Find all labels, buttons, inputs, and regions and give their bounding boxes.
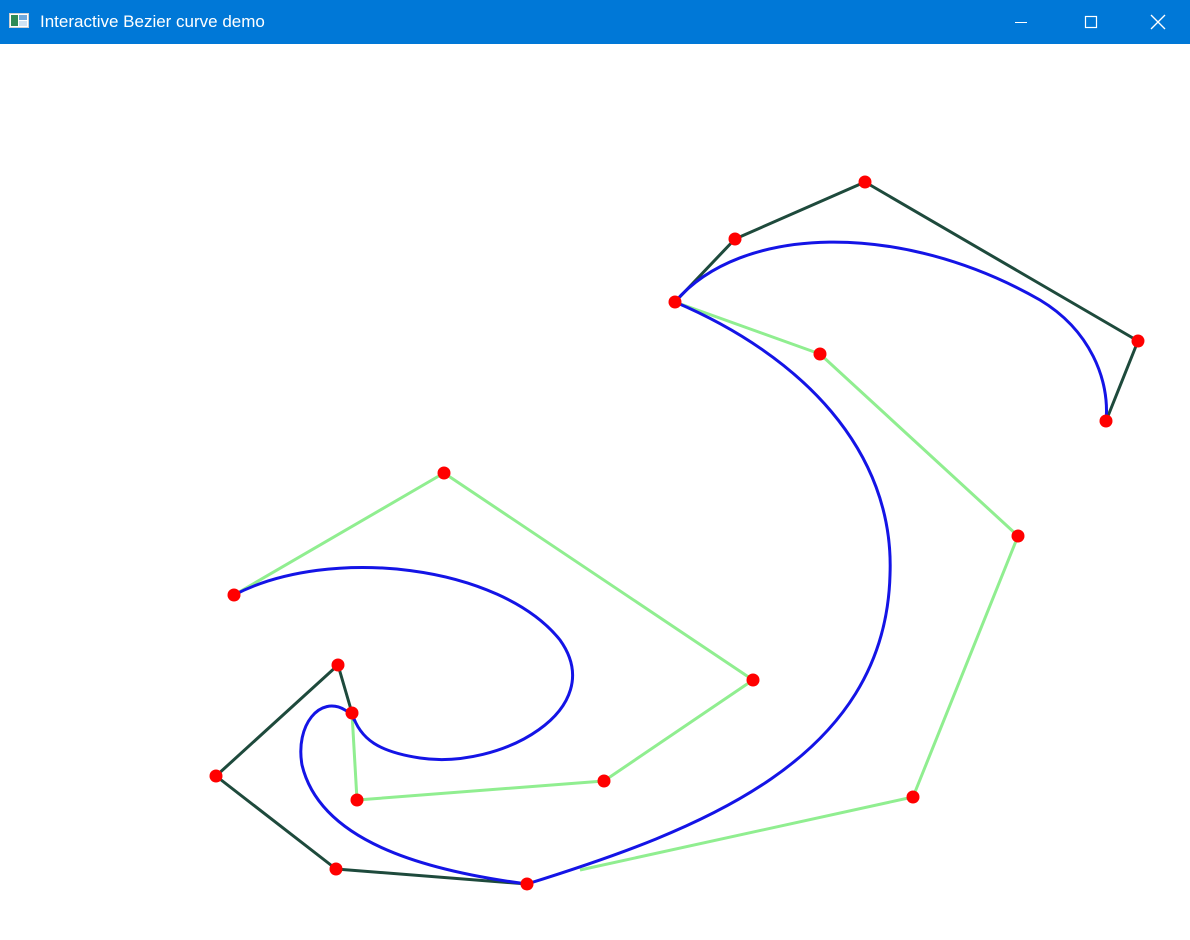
control-point-handle[interactable] (813, 347, 827, 361)
control-point-handle[interactable] (746, 673, 760, 687)
control-point-handle[interactable] (350, 793, 364, 807)
control-point-handle[interactable] (331, 658, 345, 672)
control-point-handle[interactable] (437, 466, 451, 480)
control-polygon (579, 300, 1020, 872)
window-title: Interactive Bezier curve demo (40, 12, 265, 31)
maximize-icon (1083, 14, 1099, 30)
bezier-curve (232, 566, 575, 761)
control-point-handle[interactable] (668, 295, 682, 309)
close-button[interactable] (1126, 0, 1190, 44)
control-point-handle[interactable] (209, 769, 223, 783)
control-point-handle[interactable] (329, 862, 343, 876)
maximize-button[interactable] (1056, 0, 1126, 44)
bezier-scene[interactable] (0, 44, 1190, 940)
control-point-handle[interactable] (1011, 529, 1025, 543)
control-point-handle[interactable] (858, 175, 872, 189)
bezier-curve (525, 300, 892, 886)
control-point-handle[interactable] (1099, 414, 1113, 428)
control-point-handle[interactable] (520, 877, 534, 891)
control-polygon (673, 180, 1140, 422)
control-point-handle[interactable] (906, 790, 920, 804)
bezier-curve (673, 240, 1108, 423)
minimize-button[interactable] (986, 0, 1056, 44)
close-icon (1149, 13, 1167, 31)
control-point-handle[interactable] (345, 706, 359, 720)
control-point-handle[interactable] (1131, 334, 1145, 348)
app-window-icon[interactable] (9, 13, 29, 28)
drawing-canvas[interactable] (0, 44, 1190, 940)
control-point-handle[interactable] (597, 774, 611, 788)
control-point-handle[interactable] (728, 232, 742, 246)
control-point-handle[interactable] (227, 588, 241, 602)
control-polygon (233, 471, 755, 802)
minimize-icon (1013, 14, 1029, 30)
control-polygon (214, 663, 528, 886)
title-bar[interactable]: Interactive Bezier curve demo (0, 0, 1190, 44)
